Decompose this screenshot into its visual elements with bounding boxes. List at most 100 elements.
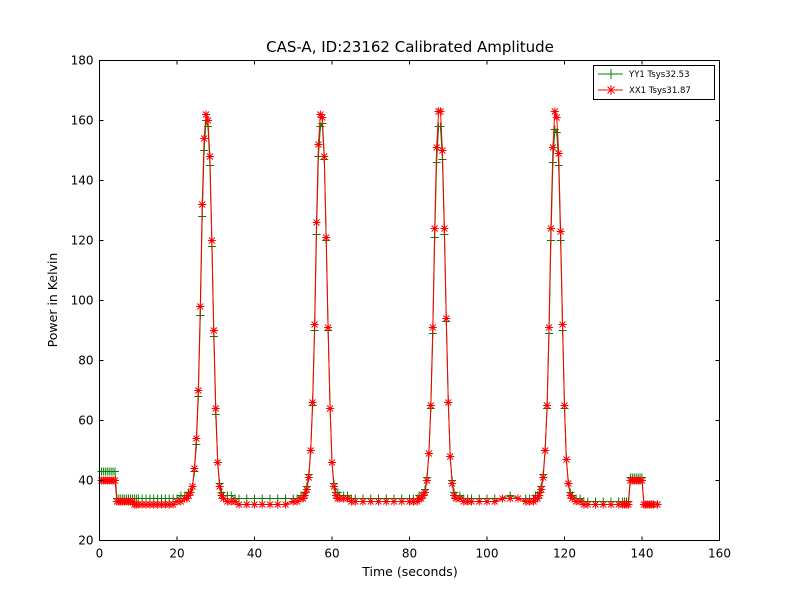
data-point xyxy=(424,449,433,458)
data-point xyxy=(537,485,546,494)
data-point xyxy=(194,386,203,395)
data-point xyxy=(209,326,218,335)
data-point xyxy=(366,497,375,506)
data-point xyxy=(564,479,573,488)
y-tick-label: 100 xyxy=(71,294,94,308)
data-point xyxy=(562,455,571,464)
data-point xyxy=(624,500,633,509)
data-point xyxy=(111,467,119,476)
data-point xyxy=(192,434,201,443)
data-point xyxy=(583,500,592,509)
data-point xyxy=(428,323,437,332)
data-point xyxy=(440,224,449,233)
data-point xyxy=(514,494,522,503)
data-point xyxy=(413,497,422,506)
x-tick-label: 80 xyxy=(402,547,417,561)
data-point xyxy=(182,494,191,503)
data-point xyxy=(266,500,274,509)
legend-yy1-marker xyxy=(606,69,616,79)
data-point xyxy=(506,494,515,503)
data-point xyxy=(202,110,211,119)
data-point xyxy=(417,494,426,503)
x-tick-label: 20 xyxy=(169,547,184,561)
data-point xyxy=(273,500,282,509)
data-point xyxy=(217,491,226,500)
data-point xyxy=(318,113,327,122)
data-point xyxy=(483,497,491,506)
data-point xyxy=(560,401,569,410)
data-point xyxy=(535,491,544,500)
data-point xyxy=(312,218,321,227)
data-point xyxy=(186,488,195,497)
data-point xyxy=(320,152,329,161)
data-point xyxy=(576,497,584,506)
data-point xyxy=(539,473,548,482)
data-point xyxy=(498,494,507,503)
x-tick-label: 60 xyxy=(324,547,339,561)
data-point xyxy=(359,497,367,506)
data-point xyxy=(316,110,325,119)
data-point xyxy=(490,497,499,506)
data-point xyxy=(184,491,193,500)
data-point xyxy=(558,320,567,329)
data-point xyxy=(533,494,542,503)
series-xx1 xyxy=(97,107,662,509)
data-point xyxy=(322,233,331,242)
y-tick-label: 120 xyxy=(71,234,94,248)
data-point xyxy=(351,497,360,506)
x-tick-label: 160 xyxy=(708,547,731,561)
data-point xyxy=(446,452,455,461)
data-point xyxy=(455,494,464,503)
data-point xyxy=(211,404,220,413)
data-point xyxy=(235,500,243,509)
data-point xyxy=(541,446,550,455)
data-point xyxy=(436,107,445,116)
data-point xyxy=(331,491,340,500)
data-point xyxy=(343,494,352,503)
plot-area xyxy=(97,107,662,509)
data-point xyxy=(326,404,335,413)
data-point xyxy=(213,458,222,467)
legend-xx1-label: XX1 Tsys31.87 xyxy=(629,86,691,96)
data-point xyxy=(298,494,307,503)
data-point xyxy=(250,500,259,509)
data-point xyxy=(374,497,383,506)
data-point xyxy=(653,500,662,509)
y-tick-label: 180 xyxy=(71,54,94,68)
data-point xyxy=(281,500,290,509)
y-tick-label: 60 xyxy=(78,414,93,428)
data-point xyxy=(128,497,137,506)
x-tick-label: 140 xyxy=(631,547,654,561)
data-point xyxy=(190,464,199,473)
data-point xyxy=(328,458,336,467)
data-point xyxy=(552,113,561,122)
data-point xyxy=(310,320,319,329)
data-point xyxy=(545,323,553,332)
data-point xyxy=(591,500,600,509)
data-point xyxy=(231,497,240,506)
data-point xyxy=(444,398,453,407)
data-point xyxy=(422,476,431,485)
data-point xyxy=(550,107,559,116)
data-point xyxy=(207,236,216,245)
legend: YY1 Tsys32.53 XX1 Tsys31.87 xyxy=(593,65,715,100)
y-tick-label: 80 xyxy=(78,354,93,368)
data-point xyxy=(200,134,209,143)
x-tick-label: 40 xyxy=(247,547,262,561)
data-point xyxy=(219,494,228,503)
data-point xyxy=(426,401,435,410)
data-point xyxy=(242,500,251,509)
legend-yy1-label: YY1 Tsys32.53 xyxy=(628,70,690,80)
data-point xyxy=(188,482,197,491)
chart-title: CAS-A, ID:23162 Calibrated Amplitude xyxy=(266,38,554,56)
data-point xyxy=(111,476,119,485)
data-point xyxy=(638,476,646,485)
data-point xyxy=(176,497,185,506)
data-point xyxy=(432,143,441,152)
data-point xyxy=(543,401,552,410)
data-point xyxy=(258,500,267,509)
data-point xyxy=(215,482,224,491)
data-point xyxy=(302,485,311,494)
data-point xyxy=(475,497,484,506)
